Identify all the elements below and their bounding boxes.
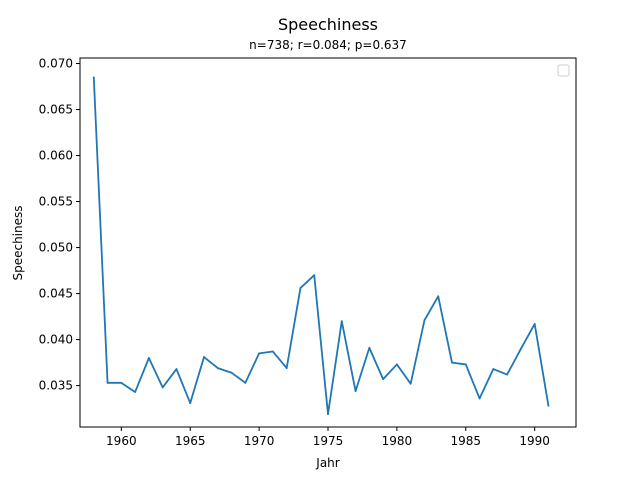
data-point xyxy=(451,361,453,364)
data-point xyxy=(382,378,385,381)
x-tick-label: 1965 xyxy=(175,434,206,448)
plot-frame xyxy=(79,57,577,428)
y-axis-ticks: 0.035 0.040 0.045 0.050 0.055 0.060 0.065 0.070 xyxy=(39,57,80,393)
x-tick-label: 1975 xyxy=(313,434,344,448)
data-point xyxy=(547,404,550,407)
data-point xyxy=(271,350,274,353)
data-point xyxy=(258,352,261,355)
data-point xyxy=(203,356,205,358)
x-tick-label: 1970 xyxy=(244,434,275,448)
data-point xyxy=(395,363,398,366)
y-tick-label: 0.065 xyxy=(39,103,73,117)
x-tick-label: 1980 xyxy=(382,434,413,448)
data-point xyxy=(423,319,426,322)
x-tick-label: 1990 xyxy=(519,434,550,448)
data-point xyxy=(216,367,219,370)
x-axis-label: Jahr xyxy=(315,456,339,470)
x-tick-label: 1985 xyxy=(451,434,482,448)
y-tick-label: 0.055 xyxy=(39,195,73,209)
x-axis-ticks: 1960 1965 1970 1975 1980 1985 1990 xyxy=(106,427,550,448)
data-point xyxy=(147,357,150,359)
plot-area xyxy=(80,58,576,427)
y-tick-label: 0.070 xyxy=(39,57,73,71)
data-point xyxy=(478,397,481,400)
data-point xyxy=(313,274,316,277)
data-point xyxy=(161,386,164,389)
data-point xyxy=(533,323,536,325)
data-point xyxy=(299,287,302,289)
series-line xyxy=(92,77,550,416)
data-point xyxy=(230,371,233,374)
data-point xyxy=(506,373,509,376)
chart-title: Speechiness xyxy=(278,15,378,34)
y-tick-label: 0.060 xyxy=(39,149,73,163)
chart-subtitle: n=738; r=0.084; p=0.637 xyxy=(249,38,407,52)
plot-background xyxy=(80,58,576,427)
data-point xyxy=(285,367,288,370)
data-point xyxy=(464,363,467,366)
data-point xyxy=(92,76,95,79)
data-point xyxy=(189,402,192,404)
data-point xyxy=(244,381,247,384)
y-tick-label: 0.045 xyxy=(39,287,73,301)
data-point xyxy=(340,320,343,323)
data-point xyxy=(106,381,109,384)
data-point xyxy=(368,346,371,349)
y-axis-label: Speechiness xyxy=(11,205,25,280)
data-point xyxy=(354,390,357,393)
data-point xyxy=(409,382,412,385)
series-layer xyxy=(92,76,550,416)
data-point xyxy=(492,368,495,370)
y-tick-label: 0.040 xyxy=(39,333,73,347)
legend-box xyxy=(557,64,570,77)
data-point xyxy=(437,295,440,298)
data-point xyxy=(175,368,178,370)
data-point xyxy=(327,413,329,416)
y-tick-label: 0.050 xyxy=(39,241,73,255)
y-tick-label: 0.035 xyxy=(39,379,73,393)
data-point xyxy=(519,347,522,350)
data-point xyxy=(134,391,137,393)
data-point xyxy=(120,381,123,384)
x-tick-label: 1960 xyxy=(106,434,137,448)
